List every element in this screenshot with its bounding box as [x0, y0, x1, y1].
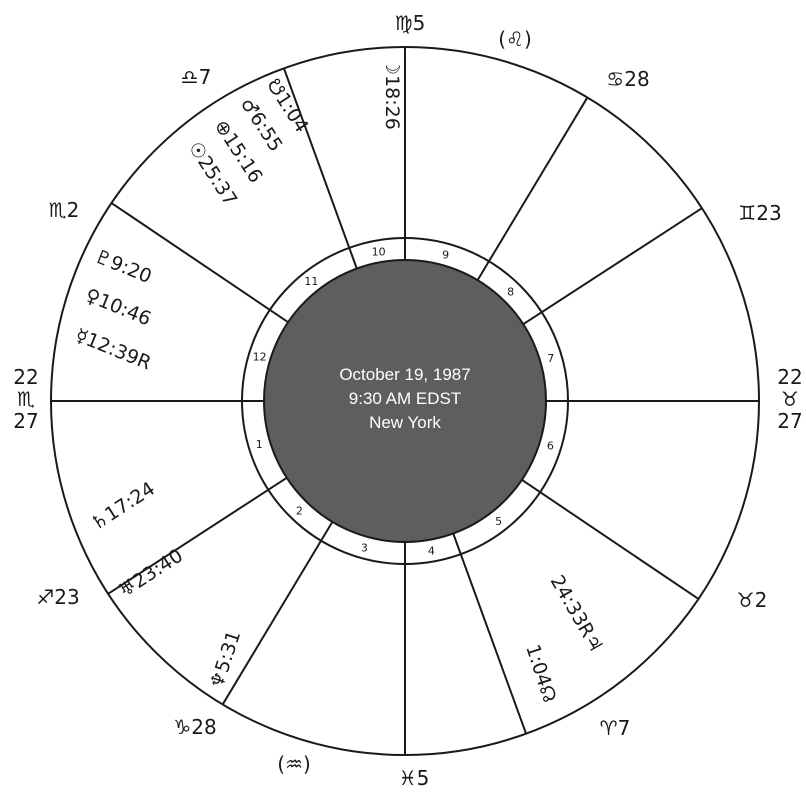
planet-north-node: 1:04☊ — [521, 642, 560, 705]
house-number-11: 11 — [304, 275, 318, 288]
cusp-label-11-libra: ♎7 — [181, 65, 212, 89]
asc-sign: ♏ — [17, 387, 35, 411]
cusp-label-3-capricorn: ♑28 — [173, 715, 216, 739]
cusp-label-6-taurus: ♉2 — [737, 588, 768, 612]
cusp-label-leo-intercepted: (♌) — [498, 27, 532, 51]
chart-time: 9:30 AM EDST — [349, 389, 461, 408]
house-number-3: 3 — [361, 541, 368, 554]
asc-degree-bottom: 27 — [13, 409, 38, 433]
center-disc — [263, 259, 547, 543]
cusp-line-house-9 — [476, 97, 589, 281]
cusp-label-10-virgo: ♍5 — [395, 11, 426, 35]
house-cusp-lines — [51, 47, 759, 755]
chart-date: October 19, 1987 — [339, 365, 470, 384]
cusp-label-9-cancer: ♋28 — [606, 67, 649, 91]
chart-location: New York — [369, 413, 441, 432]
cusp-line-house-12 — [110, 202, 289, 323]
cusp-label-12-scorpio: ♏2 — [49, 198, 80, 222]
house-number-6: 6 — [547, 439, 554, 452]
cusp-label-5-aries: ♈7 — [600, 716, 631, 740]
cusp-line-house-8 — [522, 207, 703, 326]
cusp-label-4-pisces: ♓5 — [399, 766, 430, 790]
planet-venus: ♀10:46 — [82, 284, 154, 330]
house-number-9: 9 — [442, 249, 449, 262]
planet-jupiter: 24:33R♃ — [546, 572, 608, 657]
cusp-label-aquarius-intercepted: (♒) — [277, 752, 311, 776]
planet-neptune: ♆5:31 — [206, 628, 245, 692]
cusp-line-house-5 — [452, 533, 528, 734]
house-number-1: 1 — [256, 438, 263, 451]
cusp-label-2-sagittarius: ♐23 — [36, 585, 79, 609]
cusp-label-8-gemini: ♊23 — [738, 201, 781, 225]
house-number-4: 4 — [428, 545, 435, 558]
planet-uranus: ♅23:40 — [115, 545, 187, 603]
house-number-8: 8 — [507, 286, 514, 299]
planet-mercury: ☿12:39R — [72, 324, 154, 374]
house-number-5: 5 — [495, 515, 502, 528]
cusp-line-house-11 — [282, 68, 358, 269]
desc-degree-top: 22 — [777, 365, 802, 389]
planet-pluto: ♇9:20 — [91, 245, 155, 288]
planet-saturn: ♄17:24 — [87, 478, 159, 536]
asc-degree-top: 22 — [13, 365, 38, 389]
house-number-12: 12 — [253, 351, 267, 364]
house-number-2: 2 — [296, 504, 303, 517]
planet-moon: ☽18:26 — [381, 58, 403, 130]
desc-degree-bottom: 27 — [777, 409, 802, 433]
house-number-10: 10 — [372, 245, 386, 258]
cusp-line-house-6 — [521, 479, 700, 600]
cusp-line-house-2 — [107, 476, 288, 595]
house-number-7: 7 — [547, 352, 554, 365]
cusp-line-house-3 — [221, 521, 334, 705]
desc-sign: ♉ — [781, 387, 799, 411]
